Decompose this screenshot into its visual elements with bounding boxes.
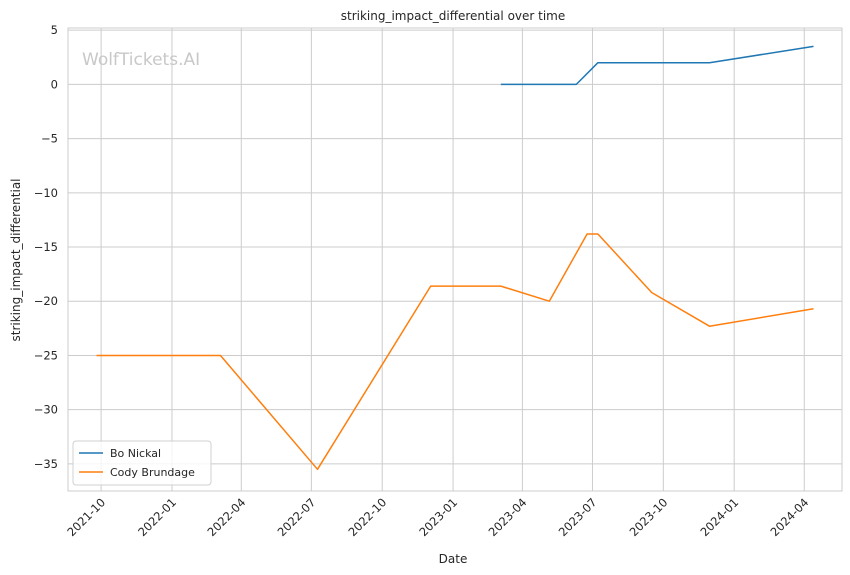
x-tick-label: 2022-07	[275, 495, 319, 539]
y-tick-label: −10	[34, 186, 58, 200]
x-tick-label: 2021-10	[64, 495, 108, 539]
y-tick-label: −5	[41, 132, 58, 146]
y-tick-label: −25	[34, 348, 58, 362]
x-tick-label: 2024-01	[697, 495, 741, 539]
x-tick-label: 2022-04	[205, 495, 249, 539]
legend-label: Bo Nickal	[110, 447, 161, 460]
watermark: WolfTickets.AI	[82, 50, 200, 70]
grid	[68, 28, 842, 491]
legend-label: Cody Brundage	[110, 466, 195, 479]
y-tick-label: −20	[34, 294, 58, 308]
x-tick-label: 2022-01	[135, 495, 179, 539]
series-lines	[96, 45, 814, 471]
series-line	[500, 45, 814, 86]
x-tick-label: 2023-10	[627, 495, 671, 539]
x-tick-label: 2023-04	[486, 495, 530, 539]
y-tick-label: −15	[34, 240, 58, 254]
x-axis-label: Date	[439, 552, 468, 566]
chart-title: striking_impact_differential over time	[341, 9, 566, 23]
series-line	[96, 233, 814, 471]
x-tick-label: 2022-10	[345, 495, 389, 539]
y-tick-label: −35	[34, 457, 58, 471]
y-tick-label: 0	[51, 77, 58, 91]
x-tick-label: 2024-04	[767, 495, 811, 539]
legend-box	[72, 440, 212, 486]
x-tick-label: 2023-01	[416, 495, 460, 539]
x-tick-label: 2023-07	[556, 495, 600, 539]
x-tick-labels: 2021-10 2022-01 2022-04 2022-07 2022-10 2023-…	[64, 495, 811, 539]
plot-frame	[67, 27, 843, 492]
y-tick-label: −30	[34, 403, 58, 417]
y-axis-label: striking_impact_differential	[9, 178, 23, 341]
y-tick-label: 5	[51, 23, 58, 37]
y-tick-labels: 5 0 −5 −10 −15 −20 −25 −30 −35	[34, 23, 58, 471]
legend: Bo Nickal Cody Brundage	[72, 440, 212, 486]
